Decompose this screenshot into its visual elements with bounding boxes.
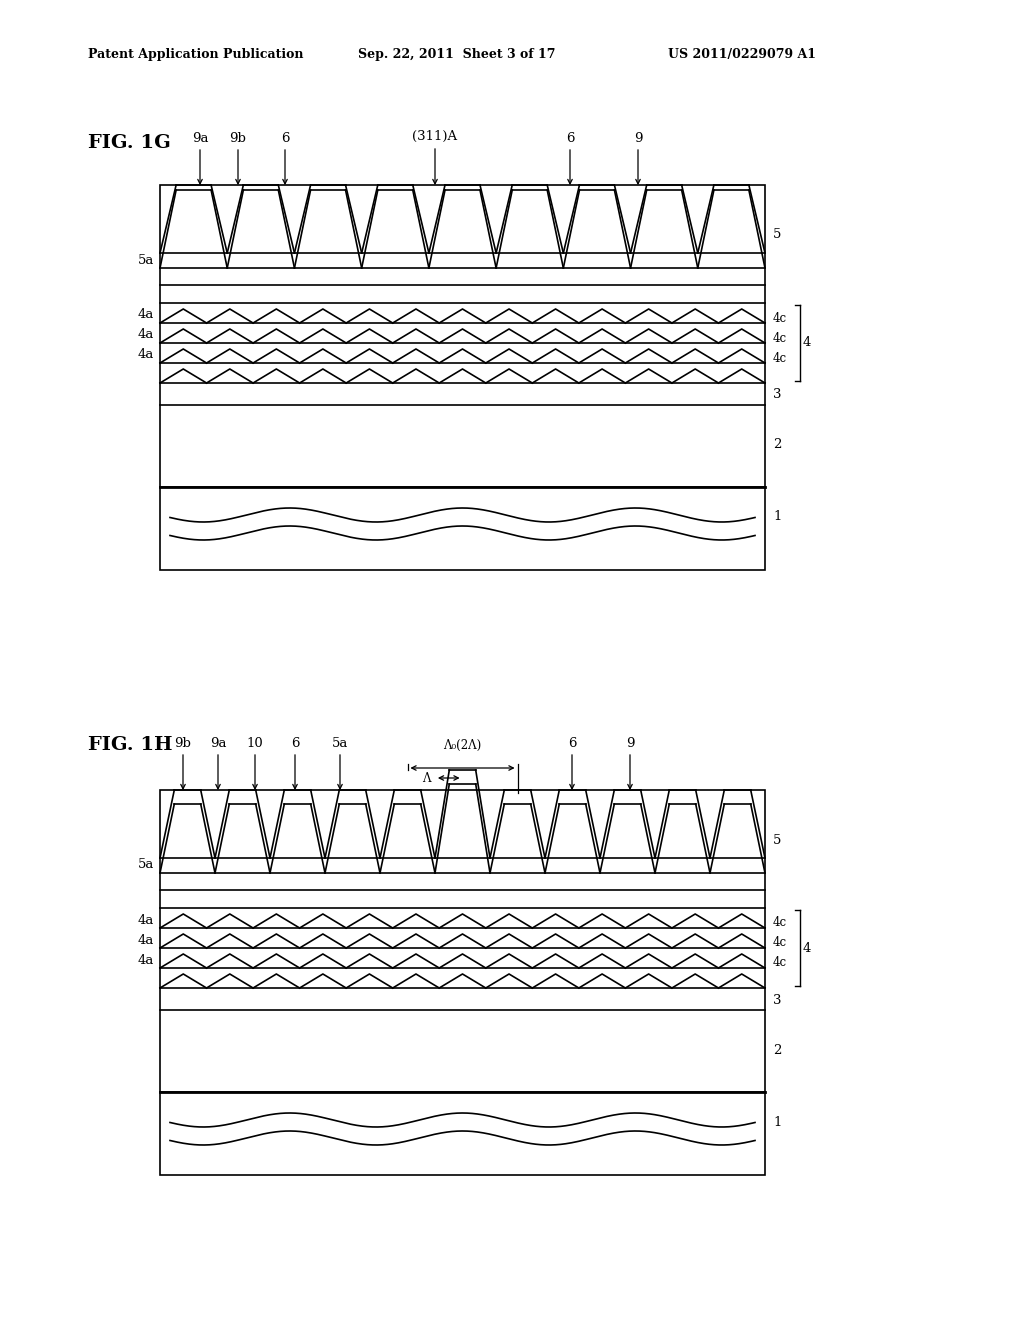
Text: 4a: 4a xyxy=(137,933,154,946)
Text: 9: 9 xyxy=(626,737,634,750)
Text: 1: 1 xyxy=(773,511,781,524)
Text: 4a: 4a xyxy=(137,309,154,322)
Text: 4a: 4a xyxy=(137,348,154,362)
Text: 9a: 9a xyxy=(210,737,226,750)
Text: 6: 6 xyxy=(291,737,299,750)
Text: 5: 5 xyxy=(773,228,781,242)
Text: 9b: 9b xyxy=(174,737,191,750)
Text: 5: 5 xyxy=(773,833,781,846)
Text: Λ₀(2Λ): Λ₀(2Λ) xyxy=(443,739,481,752)
Text: Patent Application Publication: Patent Application Publication xyxy=(88,48,303,61)
Text: 3: 3 xyxy=(773,994,781,1006)
Text: 4c: 4c xyxy=(773,957,787,969)
Text: 3: 3 xyxy=(773,388,781,401)
Bar xyxy=(160,789,765,1175)
Text: 5a: 5a xyxy=(137,253,154,267)
Text: 4c: 4c xyxy=(773,331,787,345)
Text: 4: 4 xyxy=(803,941,811,954)
Text: 4a: 4a xyxy=(137,329,154,342)
Text: 5a: 5a xyxy=(332,737,348,750)
Text: Sep. 22, 2011  Sheet 3 of 17: Sep. 22, 2011 Sheet 3 of 17 xyxy=(358,48,555,61)
Text: 4: 4 xyxy=(803,337,811,350)
Text: 6: 6 xyxy=(565,132,574,145)
Text: FIG. 1G: FIG. 1G xyxy=(88,135,171,152)
Bar xyxy=(160,185,765,570)
Text: 4c: 4c xyxy=(773,312,787,325)
Text: 6: 6 xyxy=(567,737,577,750)
Text: 1: 1 xyxy=(773,1115,781,1129)
Text: 9b: 9b xyxy=(229,132,247,145)
Text: 9: 9 xyxy=(634,132,642,145)
Text: Λ: Λ xyxy=(423,771,431,784)
Text: US 2011/0229079 A1: US 2011/0229079 A1 xyxy=(668,48,816,61)
Text: 2: 2 xyxy=(773,438,781,451)
Text: 6: 6 xyxy=(281,132,289,145)
Text: 4a: 4a xyxy=(137,913,154,927)
Text: 2: 2 xyxy=(773,1044,781,1056)
Text: 4c: 4c xyxy=(773,916,787,929)
Text: 10: 10 xyxy=(247,737,263,750)
Text: 9a: 9a xyxy=(191,132,208,145)
Text: 4c: 4c xyxy=(773,936,787,949)
Text: 4a: 4a xyxy=(137,953,154,966)
Text: (311)A: (311)A xyxy=(413,129,458,143)
Text: 4c: 4c xyxy=(773,351,787,364)
Text: FIG. 1H: FIG. 1H xyxy=(88,737,172,754)
Text: 5a: 5a xyxy=(137,858,154,871)
